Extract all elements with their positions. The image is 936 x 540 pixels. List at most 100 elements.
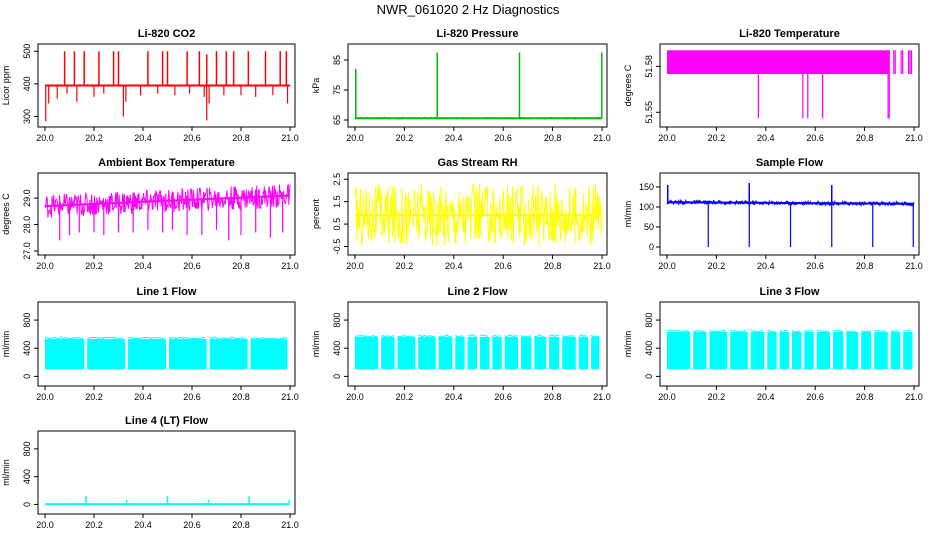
- flow-block-edge: [874, 329, 887, 332]
- x-tick-label: 20.0: [346, 392, 364, 402]
- x-tick-label: 20.8: [544, 261, 562, 271]
- flow-block-edge: [381, 334, 394, 338]
- flow-block: [455, 336, 465, 370]
- flow-block: [750, 332, 765, 370]
- x-tick-label: 20.8: [232, 392, 250, 402]
- chart-title: Line 1 Flow: [137, 286, 197, 298]
- y-tick-label: 65: [332, 115, 342, 125]
- flow-block-edge: [730, 329, 747, 333]
- y-tick-label: 800: [22, 441, 32, 456]
- flow-block-edge: [492, 334, 501, 338]
- chart-panel-2: Li-820 Pressure kPa 20.0 20.2 20.4 20.6 20.8 21…: [311, 28, 611, 143]
- x-tick-label: 20.0: [658, 392, 676, 402]
- chart-title: Li-820 Pressure: [437, 28, 519, 40]
- y-tick-label: 50: [644, 222, 654, 232]
- flow-block-edge: [520, 334, 532, 338]
- flow-block-edge: [418, 334, 435, 338]
- flow-block: [578, 336, 589, 370]
- x-tick-label: 20.8: [544, 392, 562, 402]
- flow-block: [730, 332, 748, 370]
- flow-block-edge: [127, 336, 165, 340]
- y-axis-label: ml/min: [623, 201, 633, 228]
- x-tick-label: 20.4: [445, 392, 463, 402]
- x-tick-label: 20.2: [396, 133, 414, 143]
- flow-block: [562, 336, 576, 370]
- temperature-band: [667, 50, 890, 75]
- y-axis-label: ml/min: [311, 331, 321, 358]
- flow-block: [846, 332, 859, 370]
- flow-block: [861, 332, 872, 370]
- flow-block-edge: [804, 329, 813, 333]
- flow-block: [890, 332, 901, 370]
- flow-block: [903, 332, 913, 370]
- chart-title: Line 2 Flow: [448, 286, 508, 298]
- chart-panel-6: Sample Flow ml/min 20.0 20.2 20.4 20.6 20.8 21.…: [623, 157, 923, 271]
- flow-block-edge: [846, 330, 857, 333]
- chart-title: Li-820 CO2: [138, 28, 195, 40]
- x-tick-label: 20.2: [85, 392, 103, 402]
- chart-panel-10: Line 4 (LT) Flow ml/min 20.0 20.2 20.4 20.6 20…: [1, 415, 299, 530]
- x-tick-label: 20.0: [658, 261, 676, 271]
- x-tick-label: 20.6: [183, 520, 201, 530]
- y-tick-label: 0: [644, 374, 654, 379]
- data-baseline: [44, 194, 291, 208]
- y-tick-label: 0: [649, 242, 654, 252]
- chart-title: Line 4 (LT) Flow: [125, 415, 208, 427]
- flow-block: [438, 336, 453, 370]
- x-tick-label: 20.8: [856, 392, 874, 402]
- flow-block: [549, 336, 560, 370]
- chart-panel-8: Line 2 Flow ml/min 20.0 20.2 20.4 20.6 20.8 21.…: [311, 286, 611, 402]
- chart-panel-7: Line 1 Flow ml/min 20.0 20.2 20.4 20.6 20.8 21.…: [1, 286, 299, 402]
- y-tick-label: 400: [644, 341, 654, 356]
- y-tick-label: 27.0: [22, 242, 32, 260]
- flow-block: [874, 332, 888, 370]
- data-series: [354, 183, 603, 247]
- flow-block: [779, 332, 789, 370]
- x-tick-label: 20.0: [36, 392, 54, 402]
- x-tick-label: 20.8: [232, 261, 250, 271]
- flow-block-edge: [890, 330, 899, 333]
- x-tick-label: 20.0: [346, 261, 364, 271]
- y-tick-label: 0: [332, 374, 342, 379]
- flow-block: [250, 339, 288, 370]
- plot-frame: [347, 301, 608, 387]
- y-axis-label: ml/min: [1, 459, 11, 486]
- flow-block-edge: [779, 329, 788, 333]
- plot-frame: [37, 301, 296, 387]
- flow-block: [209, 339, 248, 370]
- chart-panel-9: Line 3 Flow ml/min 20.0 20.2 20.4 20.6 20.8 21.…: [623, 286, 923, 402]
- x-tick-label: 20.6: [494, 392, 512, 402]
- x-tick-label: 20.2: [85, 261, 103, 271]
- flow-block-edge: [666, 329, 690, 333]
- y-axis-label: ml/min: [1, 331, 11, 358]
- flow-block-edge: [479, 334, 489, 337]
- flow-block-edge: [87, 336, 124, 340]
- flow-block-edge: [397, 335, 414, 338]
- y-tick-label: 400: [22, 469, 32, 484]
- x-tick-label: 20.0: [36, 520, 54, 530]
- y-tick-label: 85: [332, 55, 342, 65]
- flow-block: [792, 332, 802, 370]
- flow-block: [504, 336, 519, 370]
- x-tick-label: 21.0: [905, 261, 923, 271]
- flow-block-edge: [438, 334, 451, 338]
- flow-block: [492, 336, 502, 370]
- y-axis-label: degrees C: [623, 64, 633, 106]
- y-tick-label: 100: [639, 202, 654, 212]
- flow-block: [381, 336, 395, 370]
- flow-block: [534, 336, 547, 370]
- x-tick-label: 20.8: [232, 133, 250, 143]
- plot-frame: [37, 430, 296, 515]
- y-tick-label: -0.5: [332, 239, 342, 255]
- flow-block: [591, 336, 600, 370]
- flow-block-edge: [816, 330, 829, 333]
- x-tick-label: 20.6: [494, 261, 512, 271]
- x-tick-label: 20.6: [806, 392, 824, 402]
- y-tick-label: 800: [22, 313, 32, 328]
- x-tick-label: 20.4: [757, 133, 775, 143]
- chart-panel-5: Gas Stream RH percent 20.0 20.2 20.4 20.6 20.8…: [311, 157, 611, 271]
- data-series: [44, 184, 291, 218]
- flow-block-edge: [355, 334, 378, 338]
- y-tick-label: 500: [22, 44, 32, 59]
- flow-block-edge: [832, 329, 844, 333]
